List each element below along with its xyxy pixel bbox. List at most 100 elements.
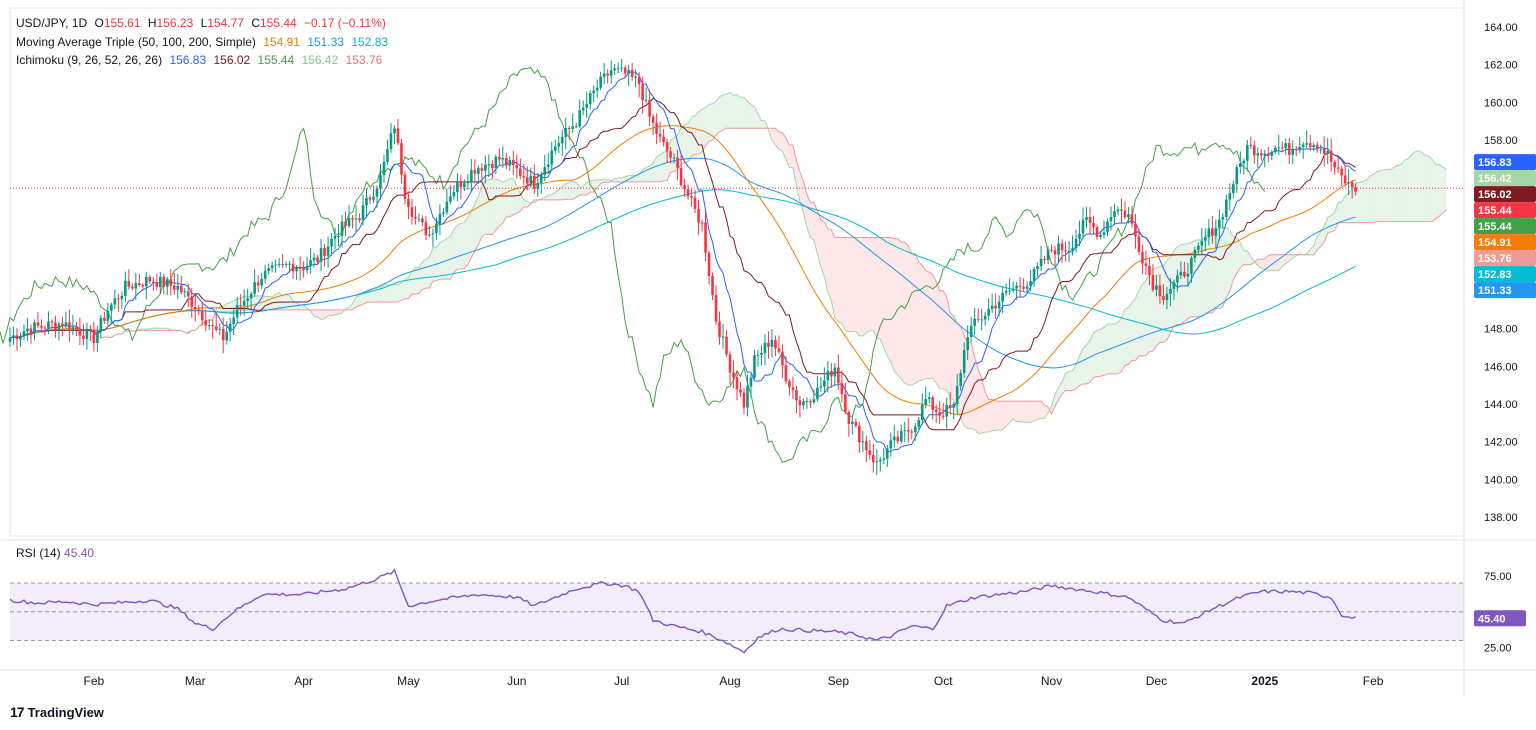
candle-body — [386, 149, 389, 162]
ichimoku-cloud-segment — [663, 151, 668, 181]
ichimoku-cloud-segment — [894, 238, 898, 376]
candle-body — [1095, 227, 1099, 237]
candle-body — [525, 177, 529, 184]
last-value-badge — [1474, 154, 1536, 171]
change-value: −0.17 (−0.11%) — [304, 16, 386, 30]
candle-body — [82, 335, 85, 339]
candle-body — [302, 267, 305, 271]
candle-body — [54, 322, 57, 330]
candle-body — [410, 207, 414, 217]
ichimoku-cloud-segment — [1443, 167, 1447, 213]
ichimoku-cloud-segment — [737, 94, 741, 129]
ichimoku-cloud-segment — [1121, 309, 1125, 372]
candle-body — [508, 159, 512, 166]
rsi-value: 45.40 — [64, 546, 95, 560]
ichimoku-cloud-segment — [251, 295, 255, 310]
ichimoku-cloud-segment — [1145, 273, 1150, 356]
ichimoku-cloud-segment — [995, 401, 1000, 431]
candle-body — [774, 340, 777, 349]
ichimoku-cloud-segment — [1394, 165, 1398, 222]
candle-body — [309, 260, 312, 266]
ichimoku-cloud-segment — [1076, 355, 1080, 389]
candle-body — [1092, 222, 1095, 228]
candle-body — [1022, 286, 1025, 289]
ichimoku-cloud-segment — [317, 309, 322, 320]
candle-body — [550, 150, 554, 165]
candle-body — [1074, 238, 1078, 249]
candle-body — [518, 168, 522, 176]
ichimoku-cloud-segment — [635, 174, 640, 182]
candle-body — [770, 340, 774, 347]
candle-body — [242, 300, 246, 306]
candle-body — [1259, 153, 1263, 156]
candle-body — [330, 238, 333, 247]
ichimoku-cloud-segment — [810, 202, 814, 241]
candle-body — [382, 161, 386, 175]
ichimoku-cloud-segment — [660, 152, 664, 182]
tradingview-brand[interactable]: 17 TradingView — [10, 704, 104, 720]
rsi-tick-label: 25.00 — [1484, 643, 1512, 655]
candle-body — [753, 355, 756, 378]
price-tick-label: 162.00 — [1484, 60, 1518, 72]
candle-body — [89, 328, 92, 331]
ichimoku-cloud-segment — [1369, 174, 1374, 223]
candle-body — [690, 196, 693, 198]
ichimoku-cloud-segment — [1383, 169, 1388, 222]
ichimoku-cloud-segment — [1138, 284, 1143, 356]
ichimoku-cloud-segment — [1055, 387, 1059, 407]
candle-body — [452, 191, 456, 197]
candle-body — [952, 403, 956, 408]
open-label: O — [94, 16, 104, 30]
candle-body — [319, 248, 323, 262]
ichimoku-cloud-segment — [1072, 364, 1077, 391]
candle-body — [578, 110, 582, 127]
ma200-value: 152.83 — [351, 35, 389, 49]
ichimoku-cloud-segment — [1177, 244, 1181, 325]
candle-body — [742, 392, 746, 408]
candle-body — [204, 320, 208, 326]
candle-body — [1158, 285, 1162, 297]
candle-body — [1235, 167, 1239, 185]
candle-body — [522, 175, 526, 178]
candle-body — [1266, 153, 1270, 156]
last-value-badge-label: 156.42 — [1478, 173, 1512, 185]
candle-body — [1329, 150, 1333, 162]
candle-body — [728, 354, 732, 373]
ma100-value: 151.33 — [307, 35, 345, 49]
ichimoku-cloud-segment — [946, 296, 951, 399]
candle-body — [840, 383, 844, 395]
ichimoku-cloud-segment — [904, 242, 909, 386]
candle-body — [1207, 228, 1211, 238]
last-value-badge — [1474, 186, 1536, 203]
candle-body — [865, 441, 868, 451]
ichimoku-cloud-segment — [474, 197, 479, 252]
last-value-badge — [1474, 170, 1536, 187]
candle-body — [693, 197, 697, 209]
ichimoku-cloud-segment — [918, 262, 923, 381]
candle-body — [679, 167, 683, 186]
candle-body — [781, 351, 784, 366]
time-tick-label: Apr — [294, 674, 313, 688]
candle-body — [1137, 236, 1141, 252]
candle-body — [938, 412, 942, 416]
ichimoku-cloud-segment — [1348, 189, 1353, 223]
candle-body — [1148, 265, 1151, 276]
candle-body — [1116, 209, 1120, 212]
ichimoku-cloud-segment — [789, 145, 793, 168]
candle-body — [1039, 258, 1043, 267]
candle-body — [270, 265, 274, 269]
ichimoku-cloud-segment — [1159, 265, 1164, 343]
candle-body — [665, 141, 669, 152]
candle-body — [484, 164, 487, 171]
rsi-last-badge-label: 45.40 — [1478, 613, 1506, 625]
candle-body — [1273, 147, 1277, 153]
ichimoku-legend: Ichimoku (9, 26, 52, 26, 26) 156.83 156.… — [16, 52, 386, 68]
candle-body — [823, 380, 826, 387]
candle-body — [225, 331, 229, 341]
ichimoku-cloud-segment — [429, 247, 433, 289]
candle-body — [491, 164, 494, 169]
candle-body — [1008, 290, 1011, 292]
candle-body — [498, 156, 501, 160]
ichimoku-cloud-segment — [1418, 150, 1423, 222]
